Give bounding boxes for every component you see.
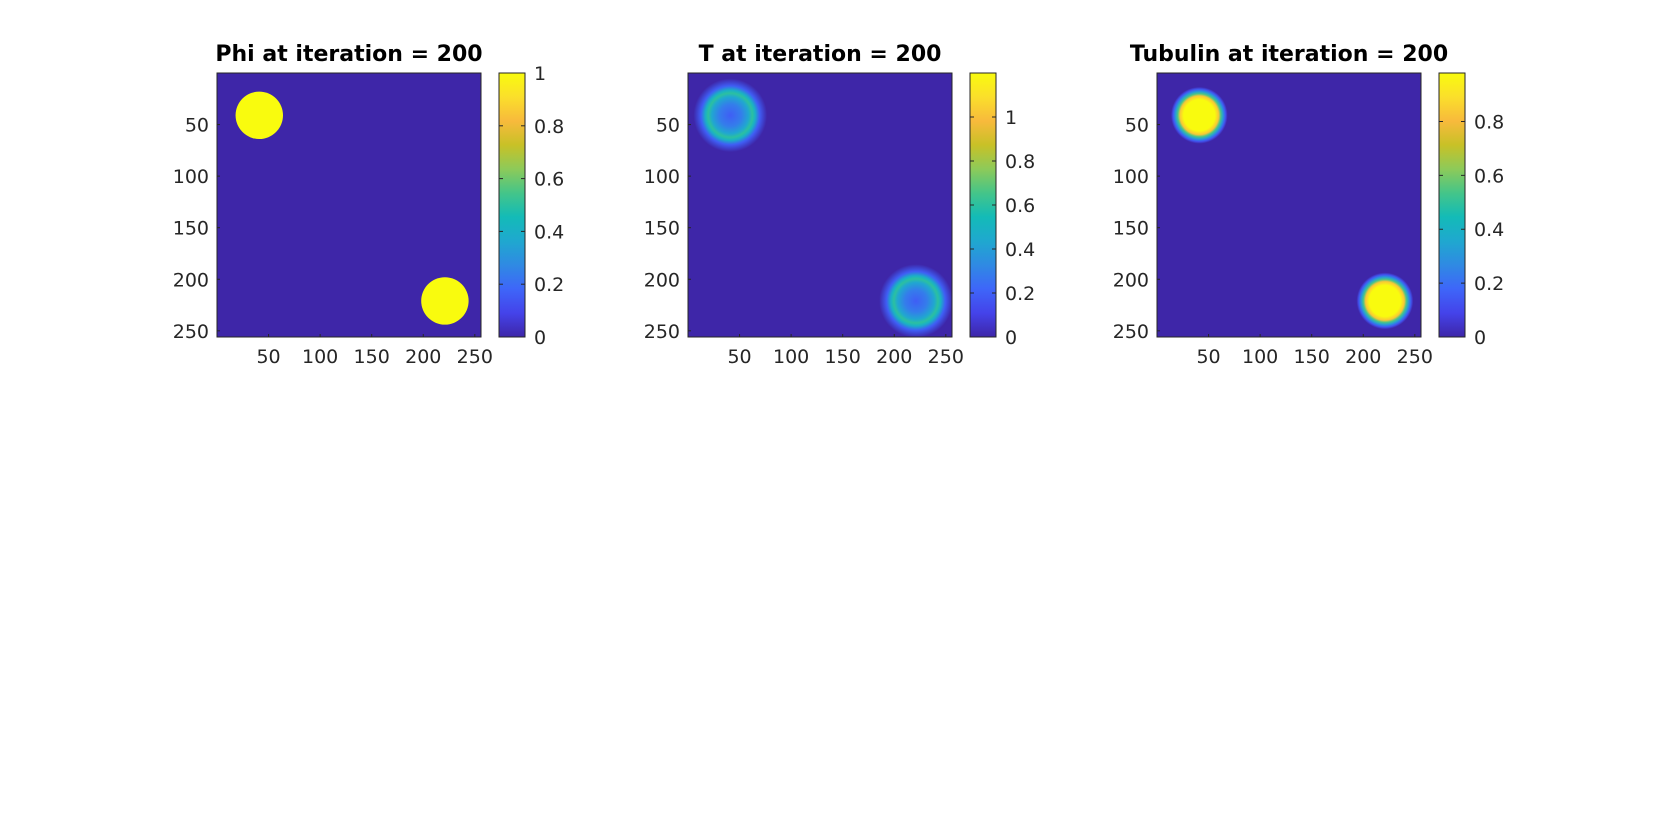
y-tick-label: 50	[1125, 115, 1149, 137]
colorbar-frame	[498, 72, 526, 338]
colorbar	[1439, 73, 1465, 337]
heatmap-disk	[235, 91, 283, 139]
y-tick-label: 150	[644, 218, 680, 240]
y-tick-label: 100	[644, 166, 680, 188]
y-tick-label: 200	[644, 269, 680, 291]
plot-title: Phi at iteration = 200	[215, 42, 482, 67]
y-tick-label: 50	[185, 115, 209, 137]
x-tick-label: 50	[727, 346, 751, 368]
x-tick-label: 100	[302, 346, 338, 368]
y-tick-label: 150	[173, 218, 209, 240]
colorbar	[970, 73, 996, 337]
colorbar-tick-label: 0.8	[534, 116, 564, 138]
axes-frame	[216, 72, 482, 338]
axes-frame	[1156, 72, 1422, 338]
heatmap-features	[235, 91, 469, 325]
colorbar-tick-label: 0.4	[1474, 219, 1504, 241]
x-tick-label: 100	[773, 346, 809, 368]
y-tick-label: 150	[1113, 218, 1149, 240]
colorbar-tick-label: 0	[1474, 327, 1486, 349]
y-tick-label: 100	[1113, 166, 1149, 188]
colorbar-tick-label: 0.6	[1474, 165, 1504, 187]
y-tick-label: 250	[644, 321, 680, 343]
y-tick-label: 100	[173, 166, 209, 188]
x-tick-label: 150	[354, 346, 390, 368]
y-tick-label: 50	[656, 115, 680, 137]
colorbar-tick-label: 0.4	[534, 221, 564, 243]
x-tick-label: 200	[876, 346, 912, 368]
colorbar-tick-label: 0.6	[1005, 195, 1035, 217]
x-tick-label: 50	[256, 346, 280, 368]
heatmap-blob	[1356, 272, 1414, 330]
colorbar-tick-label: 0.2	[534, 274, 564, 296]
x-tick-label: 200	[405, 346, 441, 368]
y-tick-label: 200	[1113, 269, 1149, 291]
plot-title: T at iteration = 200	[699, 42, 942, 67]
heatmap-disk	[421, 277, 469, 325]
colorbar-tick-label: 0.6	[534, 169, 564, 191]
axes-frame	[687, 72, 953, 338]
heatmap-blob	[1170, 86, 1228, 144]
plot-title: Tubulin at iteration = 200	[1130, 42, 1448, 67]
heatmap-ring	[879, 264, 952, 337]
x-tick-label: 100	[1242, 346, 1278, 368]
colorbar	[499, 73, 525, 337]
colorbar-tick-label: 0.2	[1005, 283, 1035, 305]
x-tick-label: 200	[1345, 346, 1381, 368]
colorbar-tick-label: 0.4	[1005, 239, 1035, 261]
heatmap-ring	[693, 78, 768, 153]
x-tick-label: 250	[928, 346, 964, 368]
x-tick-label: 150	[1294, 346, 1330, 368]
x-tick-label: 150	[825, 346, 861, 368]
colorbar-tick-label: 0.8	[1474, 111, 1504, 133]
x-tick-label: 250	[457, 346, 493, 368]
x-tick-label: 250	[1397, 346, 1433, 368]
colorbar-tick-label: 0	[534, 327, 546, 349]
heatmap-features	[693, 78, 952, 337]
colorbar-tick-label: 0.2	[1474, 273, 1504, 295]
y-tick-label: 200	[173, 269, 209, 291]
y-tick-label: 250	[1113, 321, 1149, 343]
subplot-3: Tubulin at iteration = 200 50 100 150 200 250…	[1113, 42, 1504, 368]
colorbar-frame	[1438, 72, 1466, 338]
subplot-2: T at iteration = 200 50 100 150 200 250 50 100 1…	[644, 42, 1035, 368]
x-tick-label: 50	[1196, 346, 1220, 368]
heatmap-features	[1170, 86, 1414, 330]
colorbar-tick-label: 0	[1005, 327, 1017, 349]
colorbar-tick-label: 1	[1005, 107, 1017, 129]
colorbar-tick-label: 1	[534, 63, 546, 85]
y-tick-label: 250	[173, 321, 209, 343]
colorbar-tick-label: 0.8	[1005, 151, 1035, 173]
